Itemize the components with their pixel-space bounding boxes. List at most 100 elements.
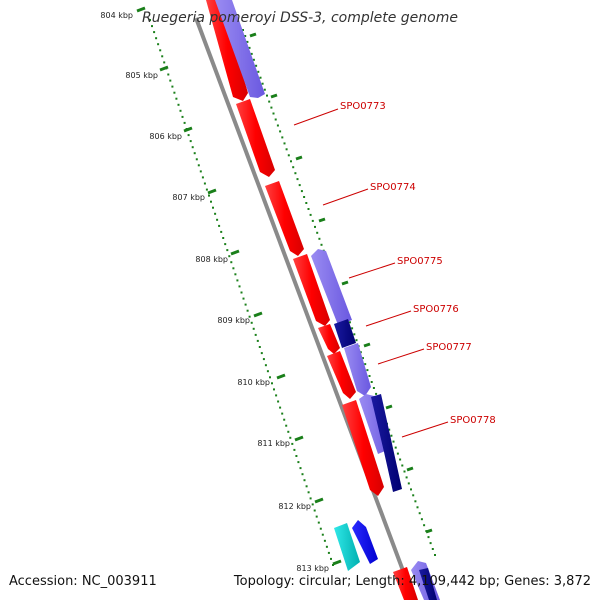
gene-label-spo0776: SPO0776 bbox=[413, 304, 459, 315]
gene-forward bbox=[342, 400, 384, 496]
gene-label-spo0773: SPO0773 bbox=[340, 101, 386, 112]
track-dot bbox=[153, 31, 156, 34]
tick-807: 807 kbp bbox=[172, 188, 217, 202]
track-dot bbox=[197, 164, 200, 167]
track-dot bbox=[273, 388, 275, 391]
track-dot bbox=[193, 152, 196, 155]
track-dot bbox=[355, 339, 358, 342]
track-dot bbox=[394, 446, 397, 449]
gene-forward bbox=[318, 324, 340, 354]
track-dot bbox=[303, 196, 306, 198]
gene-reverse bbox=[419, 568, 437, 600]
gene-label-spo0774: SPO0774 bbox=[370, 182, 416, 193]
reverse-genes bbox=[215, 0, 440, 600]
track-dot bbox=[412, 494, 415, 497]
track-dot bbox=[252, 327, 255, 330]
track-dot bbox=[238, 285, 241, 288]
track-dot bbox=[292, 166, 295, 169]
track-dot bbox=[348, 321, 351, 324]
track-dot bbox=[420, 518, 423, 521]
track-dot bbox=[375, 392, 378, 395]
track-dot bbox=[242, 297, 245, 300]
track-dot bbox=[255, 64, 258, 67]
track-dot bbox=[370, 381, 373, 383]
track-dot bbox=[263, 88, 266, 91]
track-dot bbox=[388, 428, 391, 431]
track-dot bbox=[224, 243, 227, 246]
tick-813: 813 kbp bbox=[296, 559, 342, 573]
tick-806: 806 kbp bbox=[149, 126, 193, 141]
track-dot bbox=[299, 467, 302, 470]
track-dot bbox=[285, 424, 288, 427]
gene-forward bbox=[327, 351, 356, 399]
tick-label: 812 kbp bbox=[278, 502, 311, 511]
track-dot bbox=[254, 333, 257, 336]
tick-label: 809 kbp bbox=[217, 316, 250, 325]
track-dot bbox=[368, 375, 371, 377]
track-dot bbox=[262, 358, 265, 361]
track-dot bbox=[236, 279, 239, 282]
track-dot bbox=[163, 61, 166, 64]
gene-reverse bbox=[344, 343, 371, 396]
track-dot bbox=[244, 35, 247, 37]
track-dot bbox=[320, 243, 323, 246]
tick-805: 805 kbp bbox=[125, 65, 169, 80]
track-dot bbox=[175, 97, 178, 100]
track-dot bbox=[274, 118, 277, 121]
tick-label: 805 kbp bbox=[125, 71, 158, 80]
track-dot bbox=[189, 140, 192, 143]
track-dot bbox=[293, 448, 296, 451]
track-dot bbox=[269, 376, 271, 379]
track-dot bbox=[266, 94, 268, 97]
track-dot bbox=[287, 154, 290, 157]
track-dot bbox=[220, 230, 223, 233]
map-title: Ruegeria pomeroyi DSS-3, complete genome bbox=[0, 10, 600, 26]
track-dot bbox=[289, 436, 292, 439]
track-dot bbox=[248, 46, 251, 49]
tick-label: 807 kbp bbox=[172, 193, 205, 202]
topology-summary: Topology: circular; Length: 4,109,442 bp… bbox=[233, 574, 591, 589]
track-dot bbox=[275, 394, 278, 397]
track-dot bbox=[258, 346, 261, 348]
track-dot bbox=[285, 148, 288, 151]
track-dot bbox=[271, 382, 273, 385]
track-dot bbox=[230, 261, 233, 264]
track-dot bbox=[250, 52, 253, 55]
track-dot bbox=[283, 142, 286, 145]
track-dot bbox=[226, 249, 229, 252]
track-dot bbox=[332, 564, 334, 566]
forward-genes bbox=[206, 0, 418, 600]
track-dot bbox=[222, 237, 225, 239]
track-dot bbox=[414, 500, 417, 503]
track-dot bbox=[276, 124, 279, 127]
track-dot bbox=[295, 455, 298, 457]
tick-804: 804 kbp bbox=[100, 6, 146, 20]
track-dot bbox=[195, 158, 198, 161]
track-dot bbox=[405, 476, 408, 479]
track-dot bbox=[290, 160, 292, 163]
track-dot bbox=[191, 146, 194, 149]
track-dot bbox=[307, 208, 310, 210]
track-dot bbox=[396, 452, 399, 455]
track-dot bbox=[303, 479, 306, 482]
track-dot bbox=[279, 130, 282, 133]
track-dot bbox=[314, 225, 316, 228]
track-dot bbox=[392, 440, 395, 443]
gene-forward bbox=[393, 567, 418, 600]
track-dot bbox=[296, 178, 299, 181]
track-dot bbox=[301, 473, 304, 476]
track-dot bbox=[149, 19, 151, 21]
tick-809: 809 kbp bbox=[217, 311, 263, 325]
track-dot bbox=[214, 212, 217, 215]
track-dot bbox=[242, 29, 244, 31]
track-dot bbox=[297, 461, 300, 464]
track-dot bbox=[181, 115, 184, 118]
track-dot bbox=[151, 25, 153, 28]
track-dot bbox=[307, 491, 310, 494]
track-dot bbox=[272, 112, 275, 115]
genome-backbone bbox=[194, 17, 416, 600]
track-dot bbox=[161, 55, 164, 58]
small-genes bbox=[334, 520, 378, 571]
track-dot bbox=[305, 485, 308, 488]
track-dot bbox=[277, 400, 280, 403]
